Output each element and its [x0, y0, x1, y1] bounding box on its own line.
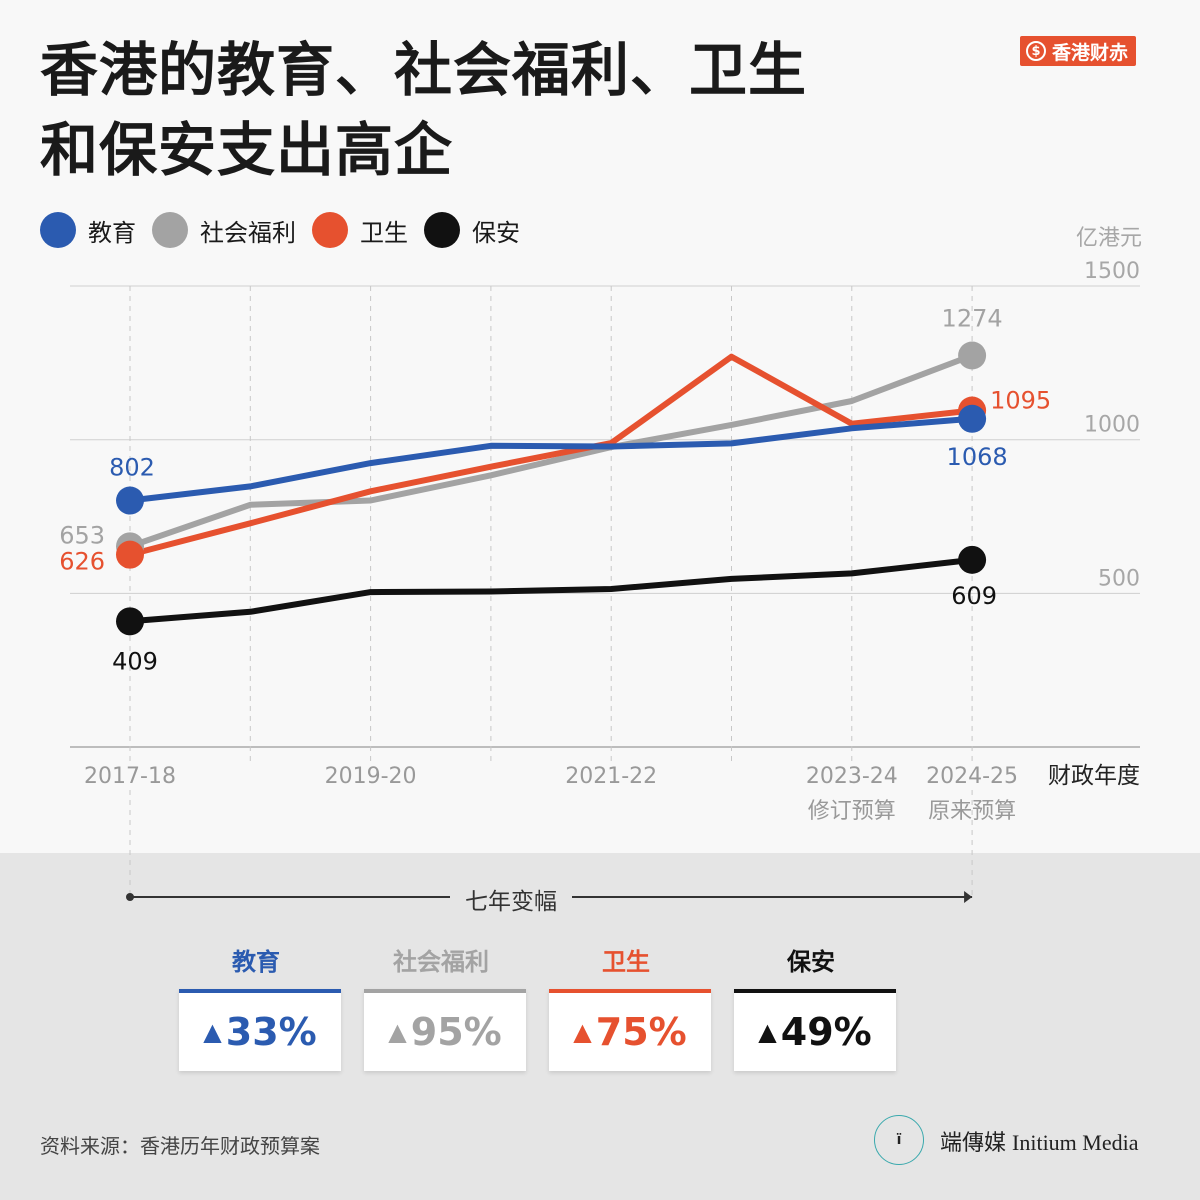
legend-dot-icon — [424, 212, 460, 248]
y-tick-label: 500 — [1098, 566, 1140, 591]
change-value: 49% — [780, 1010, 872, 1054]
legend-item-health: 卫生 — [312, 212, 408, 248]
up-arrow-icon: ▲ — [203, 1018, 222, 1046]
data-point — [116, 540, 144, 569]
change-title-education: 教育 — [232, 948, 280, 976]
data-label: 653 — [59, 521, 105, 549]
x-tick-label: 修订预算 — [808, 799, 896, 824]
title-line-2: 和保安支出高企 — [40, 116, 454, 184]
x-axis-label: 财政年度 — [1048, 763, 1140, 789]
legend-label: 保安 — [472, 218, 520, 247]
y-axis-unit-label: 亿港元 — [1075, 226, 1142, 251]
series-line — [129, 353, 973, 558]
legend-item-security: 保安 — [424, 212, 520, 248]
x-tick-label: 2021-22 — [565, 764, 657, 789]
legend-dot-icon — [152, 212, 188, 248]
x-tick-label: 2017-18 — [84, 764, 176, 789]
change-value: 75% — [595, 1010, 687, 1054]
data-point — [116, 486, 144, 515]
change-title-welfare: 社会福利 — [393, 948, 489, 976]
brand-tag-label: 香港财赤 — [1052, 41, 1129, 64]
up-arrow-icon: ▲ — [388, 1018, 407, 1046]
data-point — [958, 545, 987, 574]
change-title-security: 保安 — [787, 948, 835, 976]
data-label: 609 — [951, 582, 997, 610]
legend-label: 卫生 — [360, 218, 408, 247]
legend-item-education: 教育 — [40, 212, 136, 248]
publisher-name-en: Initium Media — [1012, 1130, 1139, 1155]
data-label: 1068 — [947, 443, 1008, 471]
y-tick-label: 1500 — [1084, 259, 1140, 284]
brand-tag[interactable]: $ 香港财赤 — [1020, 36, 1137, 66]
data-point — [958, 404, 987, 433]
legend-label: 教育 — [88, 218, 136, 247]
data-label: 409 — [112, 647, 158, 675]
legend-item-welfare: 社会福利 — [152, 212, 296, 248]
change-value: 33% — [225, 1010, 317, 1054]
page-title: 香港的教育、社会福利、卫生 和保安支出高企 — [40, 30, 807, 190]
legend: 教育 社会福利 卫生 保安 — [40, 212, 536, 248]
data-label: 1274 — [942, 304, 1003, 332]
initium-logo-icon: ï — [874, 1115, 924, 1165]
legend-dot-icon — [40, 212, 76, 248]
data-label: 802 — [109, 454, 155, 482]
data-label: 1095 — [990, 387, 1051, 415]
dollar-icon: $ — [1026, 41, 1046, 61]
range-arrow-icon — [964, 891, 973, 903]
series-line — [129, 352, 974, 550]
data-point — [116, 607, 144, 636]
change-card-health: ▲ 75% — [549, 989, 711, 1071]
legend-label: 社会福利 — [200, 218, 296, 247]
title-line-1: 香港的教育、社会福利、卫生 — [40, 36, 808, 104]
data-label: 626 — [59, 548, 105, 576]
change-section-label: 七年变幅 — [450, 882, 572, 916]
up-arrow-icon: ▲ — [573, 1018, 592, 1046]
change-card-welfare: ▲ 95% — [364, 989, 526, 1071]
publisher-name: 端傳媒 — [940, 1131, 1007, 1156]
x-tick-label: 2023-24 — [806, 764, 898, 789]
legend-dot-icon — [312, 212, 348, 248]
data-point — [958, 341, 987, 370]
x-tick-label: 2019-20 — [325, 764, 417, 789]
source-note: 资料来源：香港历年财政预算案 — [40, 1134, 320, 1158]
change-title-health: 卫生 — [602, 948, 650, 976]
change-card-security: ▲ 49% — [734, 989, 896, 1071]
x-tick-label: 原来预算 — [928, 799, 1016, 824]
change-value: 95% — [410, 1010, 502, 1054]
series-line — [129, 415, 973, 504]
publisher-logo: 端傳媒 Initium Media — [940, 1125, 1139, 1157]
range-start-dot — [126, 893, 134, 901]
up-arrow-icon: ▲ — [758, 1018, 777, 1046]
series-line — [129, 556, 973, 625]
x-tick-label: 2024-25 — [926, 764, 1018, 789]
change-card-education: ▲ 33% — [179, 989, 341, 1071]
y-tick-label: 1000 — [1084, 413, 1140, 438]
